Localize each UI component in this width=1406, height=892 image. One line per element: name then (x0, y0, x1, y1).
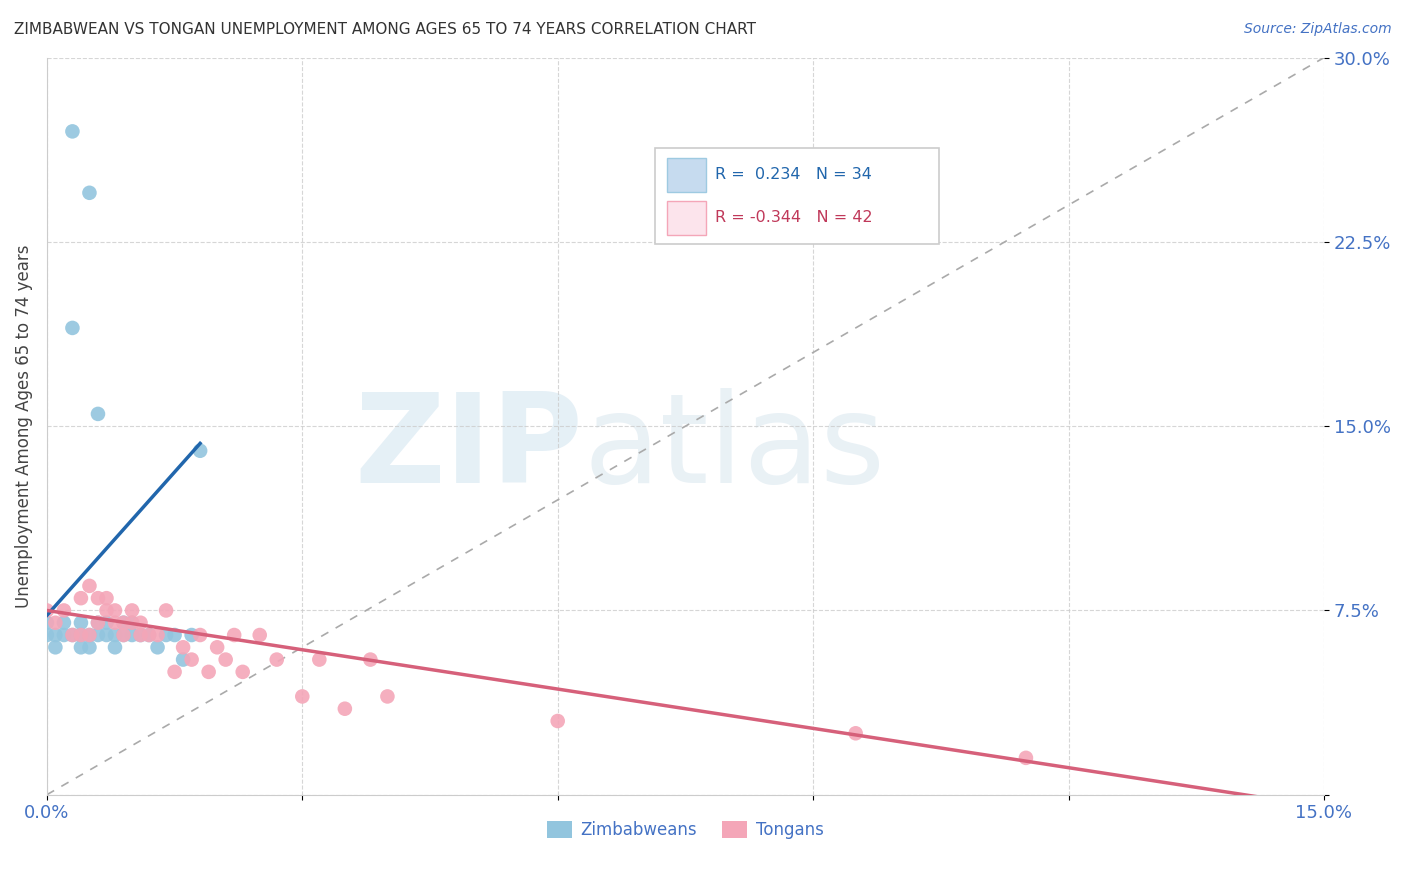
Point (146, 640, 169, 655)
Text: ZIMBABWEAN VS TONGAN UNEMPLOYMENT AMONG AGES 65 TO 74 YEARS CORRELATION CHART: ZIMBABWEAN VS TONGAN UNEMPLOYMENT AMONG … (14, 22, 756, 37)
Point (180, 628, 202, 642)
Point (249, 628, 271, 642)
Point (70, 615, 93, 630)
Point (377, 690, 399, 704)
Point (547, 714, 569, 728)
Point (1015, 751, 1038, 765)
Text: Source: ZipAtlas.com: Source: ZipAtlas.com (1244, 22, 1392, 37)
Point (224, 628, 246, 642)
Point (163, 665, 186, 679)
Point (87, 628, 110, 642)
Point (188, 443, 211, 458)
Point (112, 628, 135, 642)
Point (172, 640, 194, 655)
Point (129, 628, 152, 642)
Point (96, 603, 118, 617)
Point (104, 603, 127, 617)
Point (62, 321, 84, 335)
Point (87, 615, 110, 630)
Text: R =  0.234   N = 34: R = 0.234 N = 34 (714, 167, 872, 182)
Bar (666, 158, 706, 192)
Point (70, 591, 93, 606)
Point (52, 615, 75, 630)
Point (44, 640, 66, 655)
Point (87, 615, 110, 630)
Point (35, 603, 58, 617)
Point (79, 640, 101, 655)
Point (172, 652, 194, 666)
Point (70, 628, 93, 642)
Point (197, 665, 219, 679)
Point (188, 628, 211, 642)
Point (35, 628, 58, 642)
FancyBboxPatch shape (655, 148, 939, 244)
Point (232, 665, 254, 679)
Point (333, 702, 356, 716)
Point (163, 628, 186, 642)
Point (62, 628, 84, 642)
Point (87, 591, 110, 606)
Point (62, 124, 84, 138)
Point (138, 628, 160, 642)
Point (121, 603, 143, 617)
Point (112, 628, 135, 642)
Y-axis label: Unemployment Among Ages 65 to 74 years: Unemployment Among Ages 65 to 74 years (15, 244, 32, 608)
Text: R = -0.344   N = 42: R = -0.344 N = 42 (714, 211, 872, 226)
Point (96, 615, 118, 630)
Point (121, 615, 143, 630)
Point (215, 652, 238, 666)
Point (291, 690, 314, 704)
Point (70, 628, 93, 642)
Point (35, 615, 58, 630)
Bar (666, 201, 706, 235)
Point (104, 615, 127, 630)
Point (266, 652, 288, 666)
Point (44, 628, 66, 642)
Point (112, 615, 135, 630)
Point (121, 615, 143, 630)
Point (87, 407, 110, 421)
Point (155, 603, 177, 617)
Point (62, 628, 84, 642)
Point (308, 652, 330, 666)
Point (359, 652, 381, 666)
Point (79, 186, 101, 200)
Point (180, 652, 202, 666)
Point (155, 628, 177, 642)
Point (104, 640, 127, 655)
Text: ZIP: ZIP (354, 388, 583, 508)
Point (129, 628, 152, 642)
Legend: Zimbabweans, Tongans: Zimbabweans, Tongans (541, 814, 830, 846)
Point (44, 615, 66, 630)
Point (96, 591, 118, 606)
Text: atlas: atlas (583, 388, 886, 508)
Point (845, 726, 868, 740)
Point (121, 628, 143, 642)
Point (79, 628, 101, 642)
Point (79, 628, 101, 642)
Point (79, 579, 101, 593)
Point (96, 628, 118, 642)
Point (52, 603, 75, 617)
Point (70, 640, 93, 655)
Point (104, 628, 127, 642)
Point (52, 628, 75, 642)
Point (129, 615, 152, 630)
Point (146, 628, 169, 642)
Point (205, 640, 228, 655)
Point (138, 628, 160, 642)
Point (112, 615, 135, 630)
